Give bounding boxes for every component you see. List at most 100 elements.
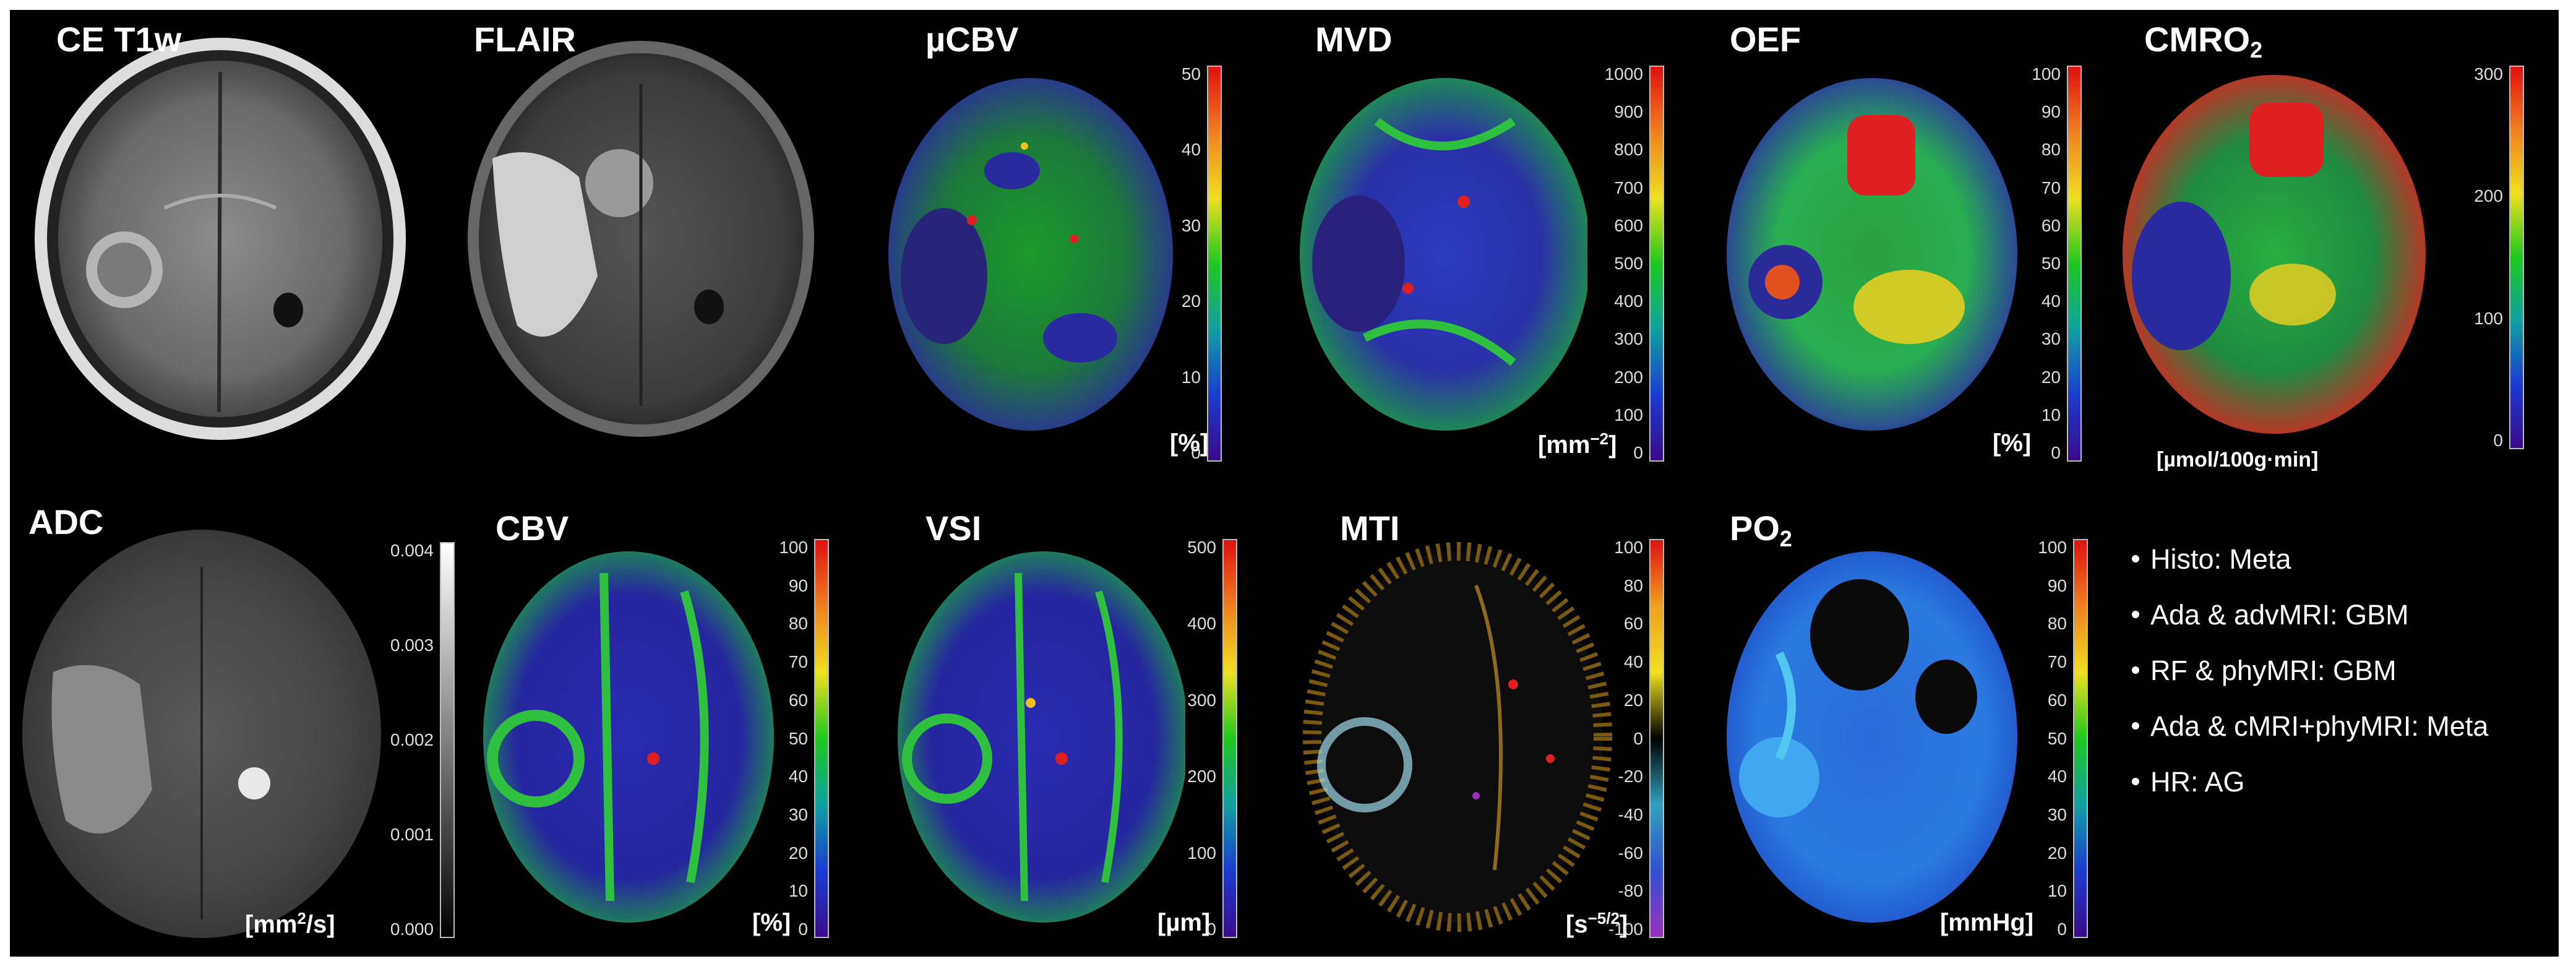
oef-brain-map: [1727, 78, 2017, 431]
colorbar-tick-label: 400: [1187, 614, 1216, 634]
vsi-brain-map: [898, 551, 1185, 923]
cmro2-brain-map: [2123, 75, 2426, 434]
panel-cbv: CBV [%] 100 90 80 70 60 50 40 30 20 10 0: [468, 499, 845, 950]
colorbar-tick-label: 20: [2047, 843, 2067, 863]
colorbar-tick-label: 200: [2474, 186, 2503, 206]
unit-label: [s−5/2]: [1566, 910, 1628, 937]
colorbar-tick-label: 600: [1614, 215, 1643, 235]
unit-close: /s]: [306, 911, 335, 938]
colorbar-tick-label: 0: [1633, 728, 1643, 748]
colorbar-tick-label: 800: [1614, 140, 1643, 160]
colorbar-tick-label: 80: [2047, 614, 2067, 634]
colorbar: [440, 542, 455, 938]
colorbar-tick-label: 70: [2047, 652, 2067, 672]
colorbar-tick-label: 10: [1181, 367, 1201, 387]
unit-exponent: 2: [297, 909, 306, 928]
colorbar-tick-label: 40: [2047, 767, 2067, 786]
colorbar-tick-label: 30: [2041, 329, 2061, 349]
title-subscript: 2: [2250, 37, 2263, 62]
po2-brain-map: [1727, 551, 2017, 923]
legend-item: Ada & advMRI: GBM: [2132, 601, 2488, 637]
panel-title: CBV: [496, 509, 569, 548]
colorbar-tick-label: 0: [2493, 431, 2503, 450]
colorbar-tick-label: 10: [2047, 881, 2067, 901]
colorbar-tick-label: 500: [1614, 254, 1643, 273]
colorbar-tick-label: 200: [1614, 367, 1643, 387]
figure-canvas: CE T1w FLAIR: [10, 10, 2559, 957]
colorbar-tick-label: 10: [788, 881, 808, 901]
colorbar-tick-label: 20: [1623, 690, 1643, 710]
colorbar-tick-label: 0.003: [390, 635, 434, 655]
colorbar-tick-label: 0.002: [390, 730, 434, 749]
colorbar-tick-label: 40: [1181, 140, 1201, 160]
colorbar-tick-label: 0: [2057, 919, 2067, 939]
bullet-icon: [2132, 666, 2139, 674]
colorbar: [2067, 66, 2082, 462]
colorbar-tick-label: 0.000: [390, 919, 434, 939]
panel-oef: OEF [%] 100 90 80 70 60 50 40 30 20 10 0: [1705, 16, 2101, 468]
colorbar-tick-label: 80: [2041, 140, 2061, 160]
unit-label: [mmHg]: [1940, 909, 2034, 936]
legend-item: Histo: Meta: [2132, 545, 2488, 581]
colorbar-tick-label: 1000: [1604, 64, 1643, 84]
legend-item: HR: AG: [2132, 768, 2488, 804]
panel-title: CMRO2: [2144, 22, 2262, 61]
legend-item: Ada & cMRI+phyMRI: Meta: [2132, 712, 2488, 748]
legend-item-label: HR: AG: [2150, 766, 2245, 798]
unit-base: [s: [1566, 911, 1588, 938]
unit-exponent: −2: [1590, 429, 1609, 448]
colorbar-tick-label: 60: [1623, 614, 1643, 634]
colorbar-tick-label: 60: [2047, 690, 2067, 710]
colorbar-tick-label: 100: [2032, 64, 2061, 84]
colorbar: [1207, 66, 1222, 462]
unit-label: [%]: [1993, 429, 2032, 457]
colorbar-tick-label: 0.004: [390, 541, 434, 560]
panel-title: CE T1w: [56, 20, 182, 59]
panel-ce-t1w: CE T1w: [22, 16, 424, 449]
bullet-icon: [2132, 555, 2139, 563]
unit-close: ]: [1608, 431, 1617, 459]
colorbar-tick-label: 10: [2041, 405, 2061, 424]
colorbar-tick-label: -20: [1618, 767, 1643, 786]
panel-vsi: VSI [µm] 500 400 300 200 100 0: [876, 499, 1260, 950]
colorbar-tick-label: 50: [2047, 728, 2067, 748]
colorbar-tick-label: 900: [1614, 102, 1643, 122]
unit-label: [%]: [1170, 429, 1209, 457]
panel-flair: FLAIR: [455, 16, 826, 449]
colorbar-tick-label: 0: [1206, 919, 1216, 939]
classification-legend: Histo: Meta Ada & advMRI: GBM RF & phyMR…: [2132, 545, 2488, 824]
colorbar-tick-label: 80: [1623, 575, 1643, 595]
title-base: CMRO: [2144, 20, 2251, 59]
panel-ucbv: µCBV [%] 50 40 30 20 10 0: [876, 16, 1235, 468]
colorbar-tick-label: -60: [1618, 843, 1643, 863]
colorbar-tick-label: 40: [788, 767, 808, 786]
colorbar-tick-label: 0: [2051, 443, 2061, 462]
colorbar-tick-label: 0: [1633, 443, 1643, 462]
colorbar-tick-label: 20: [1181, 291, 1201, 311]
colorbar: [1649, 539, 1664, 938]
colorbar-tick-label: 20: [788, 843, 808, 863]
adc-brain-image: [22, 530, 381, 938]
title-subscript: 2: [1779, 526, 1792, 551]
bullet-icon: [2132, 778, 2139, 786]
unit-base: [mm: [245, 911, 298, 938]
colorbar-tick-label: -40: [1618, 804, 1643, 824]
panel-cmro2: CMRO2 [µmol/100g·min] 300 200 100 0: [2107, 16, 2552, 486]
colorbar: [1649, 66, 1664, 462]
colorbar-tick-label: 100: [1187, 843, 1216, 863]
colorbar-tick-label: 40: [2041, 291, 2061, 311]
unit-label: [mm−2]: [1538, 431, 1616, 457]
colorbar-tick-label: 60: [2041, 215, 2061, 235]
colorbar-tick-label: 90: [788, 575, 808, 595]
unit-label: [mm2/s]: [245, 910, 335, 937]
colorbar-tick-label: 70: [2041, 178, 2061, 197]
colorbar: [814, 539, 829, 938]
panel-title: FLAIR: [474, 20, 576, 59]
colorbar-tick-label: 300: [1187, 690, 1216, 710]
panel-title: ADC: [28, 502, 104, 541]
colorbar-tick-label: 50: [788, 728, 808, 748]
colorbar-tick-label: 400: [1614, 291, 1643, 311]
panel-adc: ADC [mm2/s] 0.004 0.003 0.002 0.001 0.000: [10, 499, 499, 950]
legend-item-label: RF & phyMRI: GBM: [2150, 655, 2397, 686]
colorbar-tick-label: 60: [788, 690, 808, 710]
